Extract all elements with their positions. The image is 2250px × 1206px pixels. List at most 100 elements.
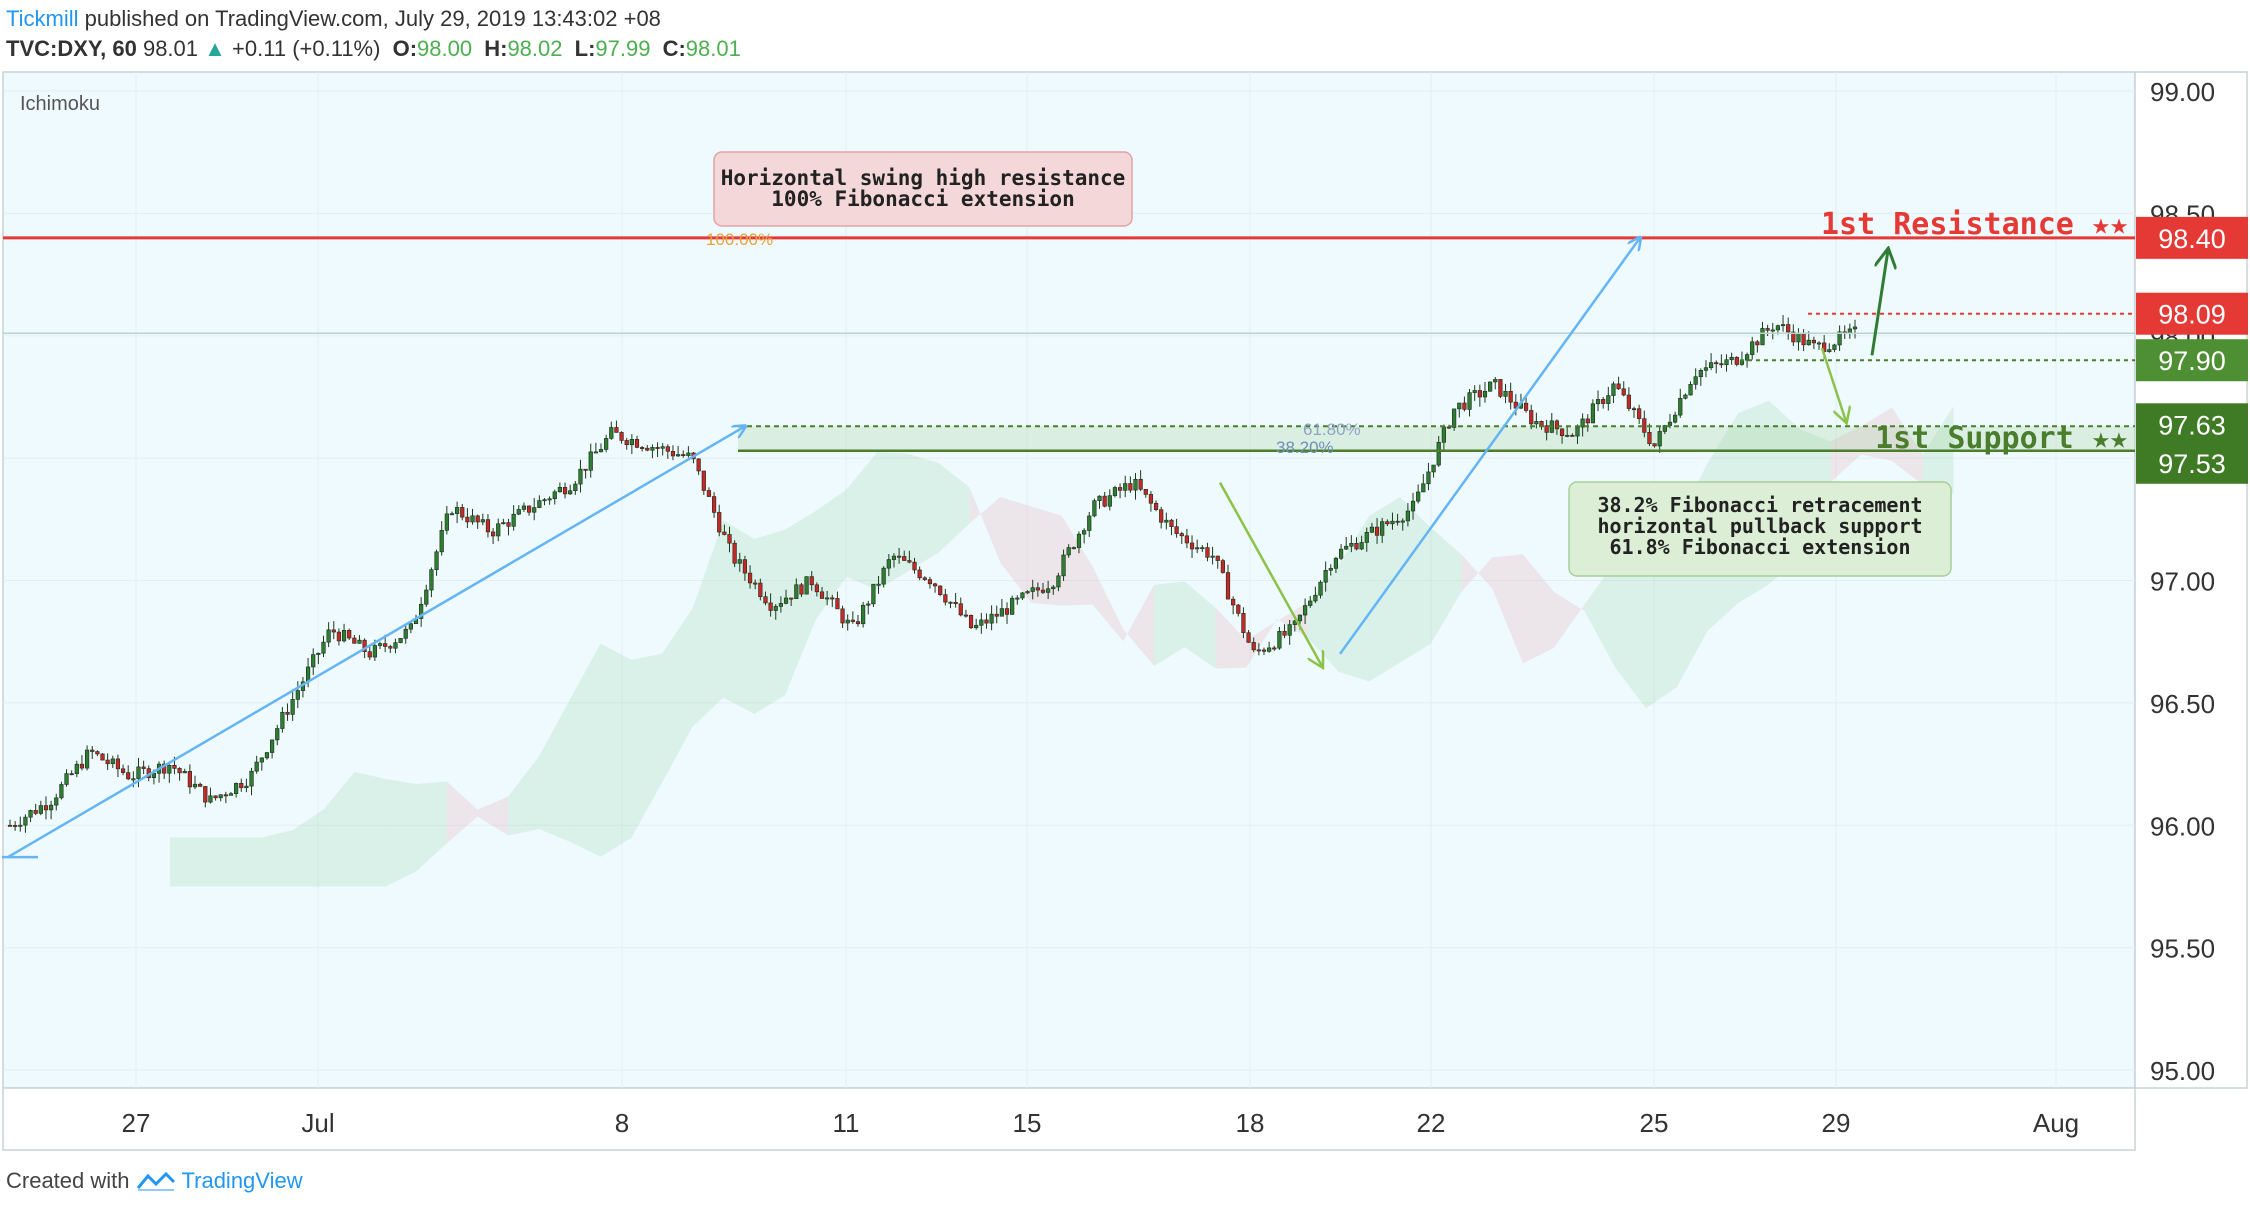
candle-body [1590, 403, 1595, 424]
candle-body [778, 603, 783, 607]
candle-body [1225, 572, 1231, 600]
fib-382-label: 38.20% [1276, 438, 1334, 457]
candle-body [1693, 376, 1698, 385]
tradingview-brand-link[interactable]: TradingView [181, 1168, 303, 1193]
candle-body [809, 576, 814, 586]
candle-body [850, 619, 855, 622]
green-arrow-down-1 [1218, 481, 1322, 667]
candle-body [434, 551, 439, 570]
candle-body [1282, 630, 1287, 636]
candle-body [105, 759, 110, 765]
publisher-link[interactable]: Tickmill [6, 6, 79, 31]
candle-body [696, 458, 701, 472]
candle-body [1734, 356, 1739, 365]
candle-body [444, 513, 449, 531]
x-tick-label-8: 29 [1822, 1108, 1851, 1138]
candle-body [814, 584, 819, 593]
tradingview-logo-icon[interactable] [136, 1170, 176, 1192]
price-label-4: 97.53 [2158, 449, 2226, 479]
resistance-box-line-1: Horizontal swing high resistance [721, 166, 1126, 190]
candle-body [295, 690, 300, 700]
candle-body [1066, 547, 1071, 556]
candle-body [1760, 328, 1765, 346]
candle-body [496, 523, 501, 537]
price-label-2: 97.90 [2158, 346, 2226, 376]
candle-body [963, 614, 969, 617]
candle-body [855, 621, 861, 625]
candle-body [907, 560, 912, 563]
candle-body [398, 638, 403, 643]
open-label: O: [392, 36, 418, 61]
candle-body [958, 603, 963, 616]
candle-body [403, 628, 408, 639]
candle-body [316, 652, 321, 655]
candle-body [254, 761, 259, 772]
price-label-box-4 [2136, 441, 2248, 484]
candle-body [953, 602, 958, 605]
candle-body [1390, 520, 1395, 525]
candle-body [38, 805, 43, 814]
candle-body [341, 629, 347, 642]
candle-body [419, 603, 424, 619]
candle-body [727, 534, 732, 544]
candle-body [742, 559, 748, 574]
candle-body [54, 797, 59, 806]
candle-body [377, 643, 383, 646]
candle-body [943, 594, 948, 603]
candle-body [1595, 399, 1601, 405]
candle-body [1359, 542, 1364, 550]
candle-body [665, 446, 670, 452]
x-tick-label-4: 15 [1013, 1108, 1042, 1138]
candle-body [460, 507, 465, 518]
candle-body [388, 646, 393, 649]
candle-body [886, 559, 891, 569]
candle-body [223, 794, 228, 797]
chart-header: Tickmill published on TradingView.com, J… [6, 4, 741, 64]
candle-body [526, 505, 532, 513]
candle-body [1493, 379, 1498, 383]
symbol-label[interactable]: TVC:DXY, 60 [6, 36, 137, 61]
candle-body [1714, 362, 1719, 365]
y-tick-label-6: 96.00 [2150, 811, 2215, 841]
candle-body [1364, 532, 1369, 543]
candle-body [1827, 349, 1832, 352]
candle-body [819, 591, 825, 599]
candle-body [1421, 483, 1426, 493]
indicator-label[interactable]: Ichimoku [20, 93, 100, 115]
candle-body [1174, 526, 1179, 534]
candle-body [1030, 587, 1035, 592]
candle-body [1446, 426, 1452, 429]
candle-body [1308, 600, 1313, 606]
candle-body [311, 654, 316, 668]
candle-body [1159, 509, 1164, 523]
candle-body [1616, 383, 1621, 390]
candle-body [634, 439, 640, 448]
time-axis-area[interactable] [2, 1087, 2136, 1151]
candle-body [485, 519, 491, 533]
resistance-title: 1st Resistance ★★ [1821, 207, 2128, 242]
y-tick-label-5: 96.50 [2150, 689, 2215, 719]
candle-body [804, 576, 809, 595]
candle-body [1719, 363, 1724, 366]
candle-body [881, 567, 886, 585]
x-tick-label-7: 25 [1640, 1108, 1669, 1138]
candle-body [13, 825, 18, 827]
candle-body [984, 619, 989, 624]
candle-body [747, 572, 753, 584]
candle-body [1529, 410, 1534, 425]
candle-body [228, 793, 234, 796]
candle-body [588, 451, 593, 471]
candle-body [1554, 420, 1560, 430]
candle-body [1647, 432, 1652, 444]
candle-body [1709, 362, 1714, 368]
candle-body [912, 561, 917, 571]
candle-body [1565, 434, 1570, 437]
candle-body [1010, 597, 1015, 615]
candle-body [59, 784, 64, 799]
candle-body [1369, 526, 1375, 533]
candle-body [1087, 515, 1092, 531]
candle-body [1755, 341, 1760, 346]
candle-body [1025, 591, 1030, 594]
candle-body [1811, 339, 1816, 344]
